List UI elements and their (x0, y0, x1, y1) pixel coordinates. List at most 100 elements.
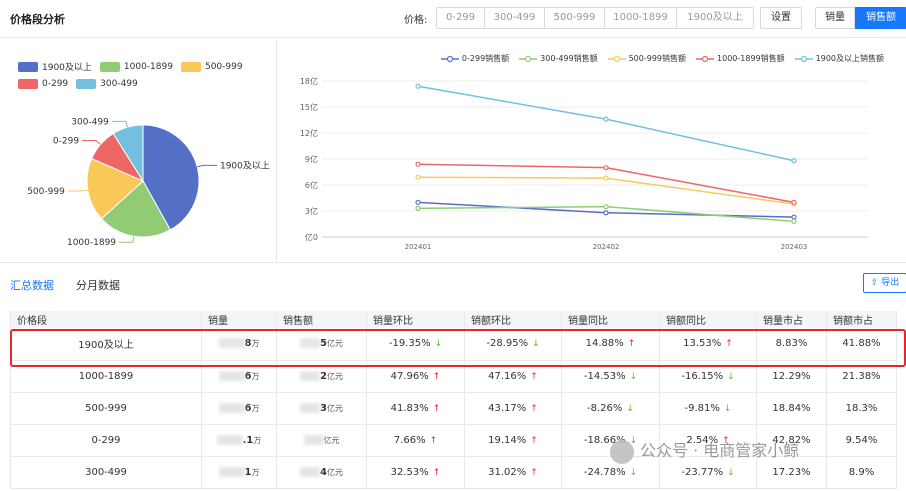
y-tick-label: 12亿 (300, 128, 318, 138)
legend-swatch (76, 79, 97, 89)
export-button[interactable]: ⇪ 导出 (863, 273, 906, 293)
tab-monthly[interactable]: 分月数据 (76, 279, 120, 292)
cell-volume: 1万 (201, 456, 277, 489)
y-tick-label: 15亿 (300, 102, 318, 112)
table-row[interactable]: 1900及以上 8万 5亿元 -19.35% ↓ -28.95% ↓ 14.88% ↑ 13.53… (10, 328, 897, 361)
arrow-down-icon: ↓ (532, 339, 540, 350)
legend-label: 1900及以上销售额 (815, 54, 884, 63)
line-legend-item[interactable]: 1900及以上销售额 (794, 53, 884, 64)
table-header-row: 价格段 销量 销售额 销量环比 销额环比 销量同比 销额同比 销量市占 销额市占 (10, 311, 897, 328)
data-point (415, 83, 421, 89)
line-legend-item[interactable]: 500-999销售额 (607, 53, 686, 64)
cell-amount: 亿元 (276, 424, 367, 457)
pie-label-line (67, 189, 88, 192)
table-row[interactable]: 500-999 6万 3亿元 41.83% ↑ 43.17% ↑ -8.26% ↓ -9.81% ↓… (10, 392, 897, 425)
y-tick-label: 18亿 (300, 76, 318, 86)
legend-line-icon (519, 55, 538, 62)
sales-toggle-button[interactable]: 销售额 (855, 7, 906, 29)
data-point (791, 199, 797, 205)
arrow-down-icon: ↓ (629, 435, 638, 446)
cell-amount: 4亿元 (276, 456, 367, 489)
pie-chart: 1900及以上 1000-1899 500-999 0-299 300-499 (27, 117, 270, 248)
cell-amt-mom: -28.95% ↓ (464, 328, 562, 361)
settings-button[interactable]: 设置 (760, 7, 802, 29)
segment-500-999[interactable]: 500-999 (545, 8, 605, 28)
legend-line-icon (607, 55, 626, 62)
data-point (603, 204, 609, 210)
y-tick-label: 6亿 (305, 180, 318, 190)
col-header[interactable]: 销额市占 (826, 311, 897, 328)
metric-toggle: 销量 销售额 (815, 7, 906, 29)
cell-amt-mom: 19.14% ↑ (464, 424, 562, 457)
cell-segment: 300-499 (10, 456, 202, 489)
line-chart: 亿0 3亿 6亿 9亿 12亿 15亿 18亿 202401 202402 202403 (300, 76, 868, 251)
cell-vol-yoy: -14.53% ↓ (561, 360, 660, 393)
y-tick-label: 亿0 (305, 232, 318, 242)
price-segment-filter: 0-299 300-499 500-999 1000-1899 1900及以上 (436, 7, 754, 29)
pie-legend: 1900及以上 1000-1899 500-999 0-299 300-499 (18, 60, 278, 95)
pie-legend-item[interactable]: 300-499 (76, 79, 138, 89)
legend-label: 0-299 (42, 79, 69, 89)
segment-1000-1899[interactable]: 1000-1899 (605, 8, 677, 28)
col-header[interactable]: 销量市占 (756, 311, 827, 328)
pie-legend-item[interactable]: 1000-1899 (99, 61, 173, 72)
arrow-down-icon: ↓ (629, 467, 638, 478)
redacted-block (218, 402, 245, 413)
arrow-up-icon: ↑ (429, 435, 438, 446)
legend-label: 1000-1899销售额 (717, 54, 785, 63)
col-header[interactable]: 销量同比 (561, 311, 660, 328)
data-point (603, 116, 609, 122)
redacted-block (218, 370, 245, 381)
line-legend-item[interactable]: 0-299销售额 (440, 53, 509, 64)
cell-vol-mom: 32.53% ↑ (366, 456, 465, 489)
data-point (415, 161, 421, 167)
col-header[interactable]: 销量 (201, 311, 277, 328)
x-tick-label: 202403 (781, 243, 808, 251)
col-header[interactable]: 销售额 (276, 311, 367, 328)
pie-legend-item[interactable]: 500-999 (180, 61, 243, 72)
cell-amt-share: 18.3% (826, 392, 897, 425)
cell-volume: .1万 (201, 424, 277, 457)
wechat-logo-icon (610, 439, 634, 464)
table-row[interactable]: 0-299.1万 亿元 7.66% ↑ 19.14% ↑ -18.66% ↓ 2.54% ↑ 42.… (10, 424, 897, 457)
table-row[interactable]: 300-499 1万 4亿元 32.53% ↑ 31.02% ↑ -24.78% ↓ -23.77… (10, 456, 897, 489)
page-title: 价格段分析 (10, 13, 65, 26)
cell-amt-share: 21.38% (826, 360, 897, 393)
cell-amt-yoy: 13.53% ↑ (659, 328, 757, 361)
tab-summary[interactable]: 汇总数据 (10, 279, 54, 292)
data-point (603, 210, 609, 216)
line-legend-item[interactable]: 1000-1899销售额 (696, 53, 785, 64)
cell-amt-yoy: 2.54% ↑ (659, 424, 757, 457)
segment-0-299[interactable]: 0-299 (437, 8, 485, 28)
arrow-up-icon: ↑ (530, 403, 538, 414)
col-header[interactable]: 价格段 (10, 311, 202, 328)
legend-label: 500-999 (204, 61, 243, 72)
arrow-up-icon: ↑ (530, 467, 538, 478)
arrow-up-icon: ↑ (725, 339, 733, 350)
volume-toggle-button[interactable]: 销量 (815, 7, 855, 29)
line-legend-item[interactable]: 300-499销售额 (519, 53, 598, 64)
y-tick-label: 9亿 (305, 154, 318, 164)
arrow-up-icon: ↑ (722, 435, 730, 446)
cell-amount: 2亿元 (276, 360, 367, 393)
cell-vol-mom: 7.66% ↑ (366, 424, 465, 457)
arrow-down-icon: ↓ (727, 467, 735, 478)
col-header[interactable]: 销量环比 (366, 311, 465, 328)
cell-amount: 3亿元 (276, 392, 367, 425)
export-label: 导出 (881, 278, 900, 288)
legend-swatch (180, 61, 201, 72)
y-tick-label: 3亿 (305, 206, 318, 216)
table-row[interactable]: 1000-1899 6万 2亿元 47.96% ↑ 47.16% ↑ -14.53% ↓ -16.… (10, 360, 897, 393)
col-header[interactable]: 销额同比 (659, 311, 757, 328)
arrow-up-icon: ↑ (432, 467, 441, 478)
pie-legend-item[interactable]: 1900及以上 (18, 60, 92, 73)
pie-legend-item[interactable]: 0-299 (18, 79, 68, 89)
segment-1900-plus[interactable]: 1900及以上 (677, 8, 753, 28)
col-header[interactable]: 销额环比 (464, 311, 562, 328)
cell-segment: 500-999 (10, 392, 202, 425)
cell-volume: 8万 (201, 328, 277, 361)
cell-vol-yoy: -24.78% ↓ (561, 456, 660, 489)
redacted-block (300, 402, 321, 413)
segment-300-499[interactable]: 300-499 (485, 8, 545, 28)
pie-label-line (111, 120, 129, 128)
